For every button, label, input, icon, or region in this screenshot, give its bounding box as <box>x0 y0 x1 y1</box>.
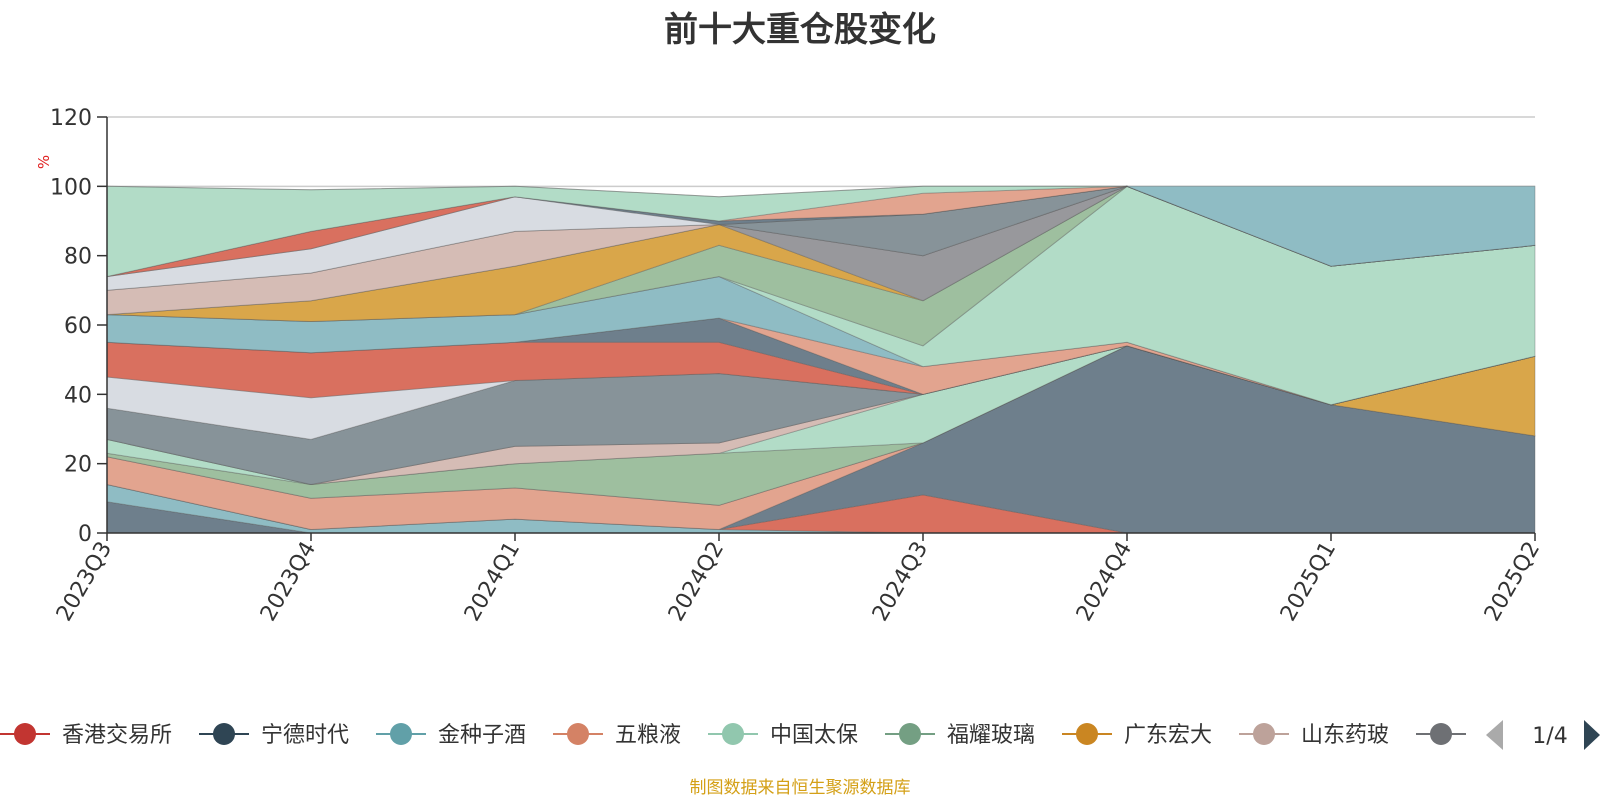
legend-marker <box>899 723 921 745</box>
y-tick-label: 20 <box>64 453 92 478</box>
legend-marker <box>14 723 36 745</box>
x-tick-label: 2024Q3 <box>868 538 933 626</box>
legend-marker <box>1253 723 1275 745</box>
area-layer <box>106 185 1536 534</box>
area-series-5 <box>106 345 1536 506</box>
legend-label: 宁德时代 <box>261 723 349 748</box>
y-tick-label: 100 <box>50 175 92 200</box>
x-tick-label: 2024Q1 <box>460 538 525 626</box>
legend-label: 山东药玻 <box>1301 723 1389 748</box>
legend-item-5[interactable]: 福耀玻璃 <box>885 723 1035 748</box>
legend-item-1[interactable]: 宁德时代 <box>199 723 349 748</box>
y-tick-label: 0 <box>78 522 92 547</box>
legend-item-0[interactable]: 香港交易所 <box>0 723 172 748</box>
y-tick-label: 40 <box>64 383 92 408</box>
x-tick-label: 2023Q3 <box>52 538 117 626</box>
legend-next-icon[interactable] <box>1584 720 1600 750</box>
legend-marker <box>1430 723 1452 745</box>
legend-marker <box>722 723 744 745</box>
y-tick-label: 80 <box>64 245 92 270</box>
x-tick-label: 2023Q4 <box>256 538 321 626</box>
legend-item-2[interactable]: 金种子酒 <box>376 723 526 748</box>
legend-marker <box>390 723 412 745</box>
legend-label: 金种子酒 <box>438 723 526 748</box>
legend-item-8[interactable] <box>1416 723 1466 745</box>
legend-item-6[interactable]: 广东宏大 <box>1062 723 1212 748</box>
x-tick-label: 2025Q2 <box>1480 538 1545 626</box>
area-series-27 <box>106 185 1536 267</box>
legend-prev-icon[interactable] <box>1486 720 1503 750</box>
chart-title: 前十大重仓股变化 <box>664 10 936 50</box>
x-tick-label: 2024Q2 <box>664 538 729 626</box>
legend-label: 中国太保 <box>770 723 858 748</box>
legend-label: 五粮液 <box>615 723 681 748</box>
y-tick-label: 60 <box>64 314 92 339</box>
legend-label: 广东宏大 <box>1124 723 1212 748</box>
source-note: 制图数据来自恒生聚源数据库 <box>689 778 911 798</box>
legend-marker <box>567 723 589 745</box>
x-tick-label: 2025Q1 <box>1276 538 1341 626</box>
y-axis-unit: % <box>35 155 53 169</box>
legend-page-indicator: 1/4 <box>1532 724 1567 749</box>
legend-marker <box>213 723 235 745</box>
legend-label: 福耀玻璃 <box>947 723 1035 748</box>
x-tick-label: 2024Q4 <box>1072 538 1137 626</box>
legend: 香港交易所 宁德时代 金种子酒 五粮液 中国太保 福耀玻璃 广东宏大 山东药玻 1/4 <box>0 720 1600 750</box>
y-tick-label: 120 <box>50 106 92 131</box>
legend-marker <box>1076 723 1098 745</box>
legend-item-4[interactable]: 中国太保 <box>708 723 858 748</box>
legend-item-3[interactable]: 五粮液 <box>553 723 681 748</box>
legend-item-7[interactable]: 山东药玻 <box>1239 723 1389 748</box>
legend-label: 香港交易所 <box>62 723 172 748</box>
